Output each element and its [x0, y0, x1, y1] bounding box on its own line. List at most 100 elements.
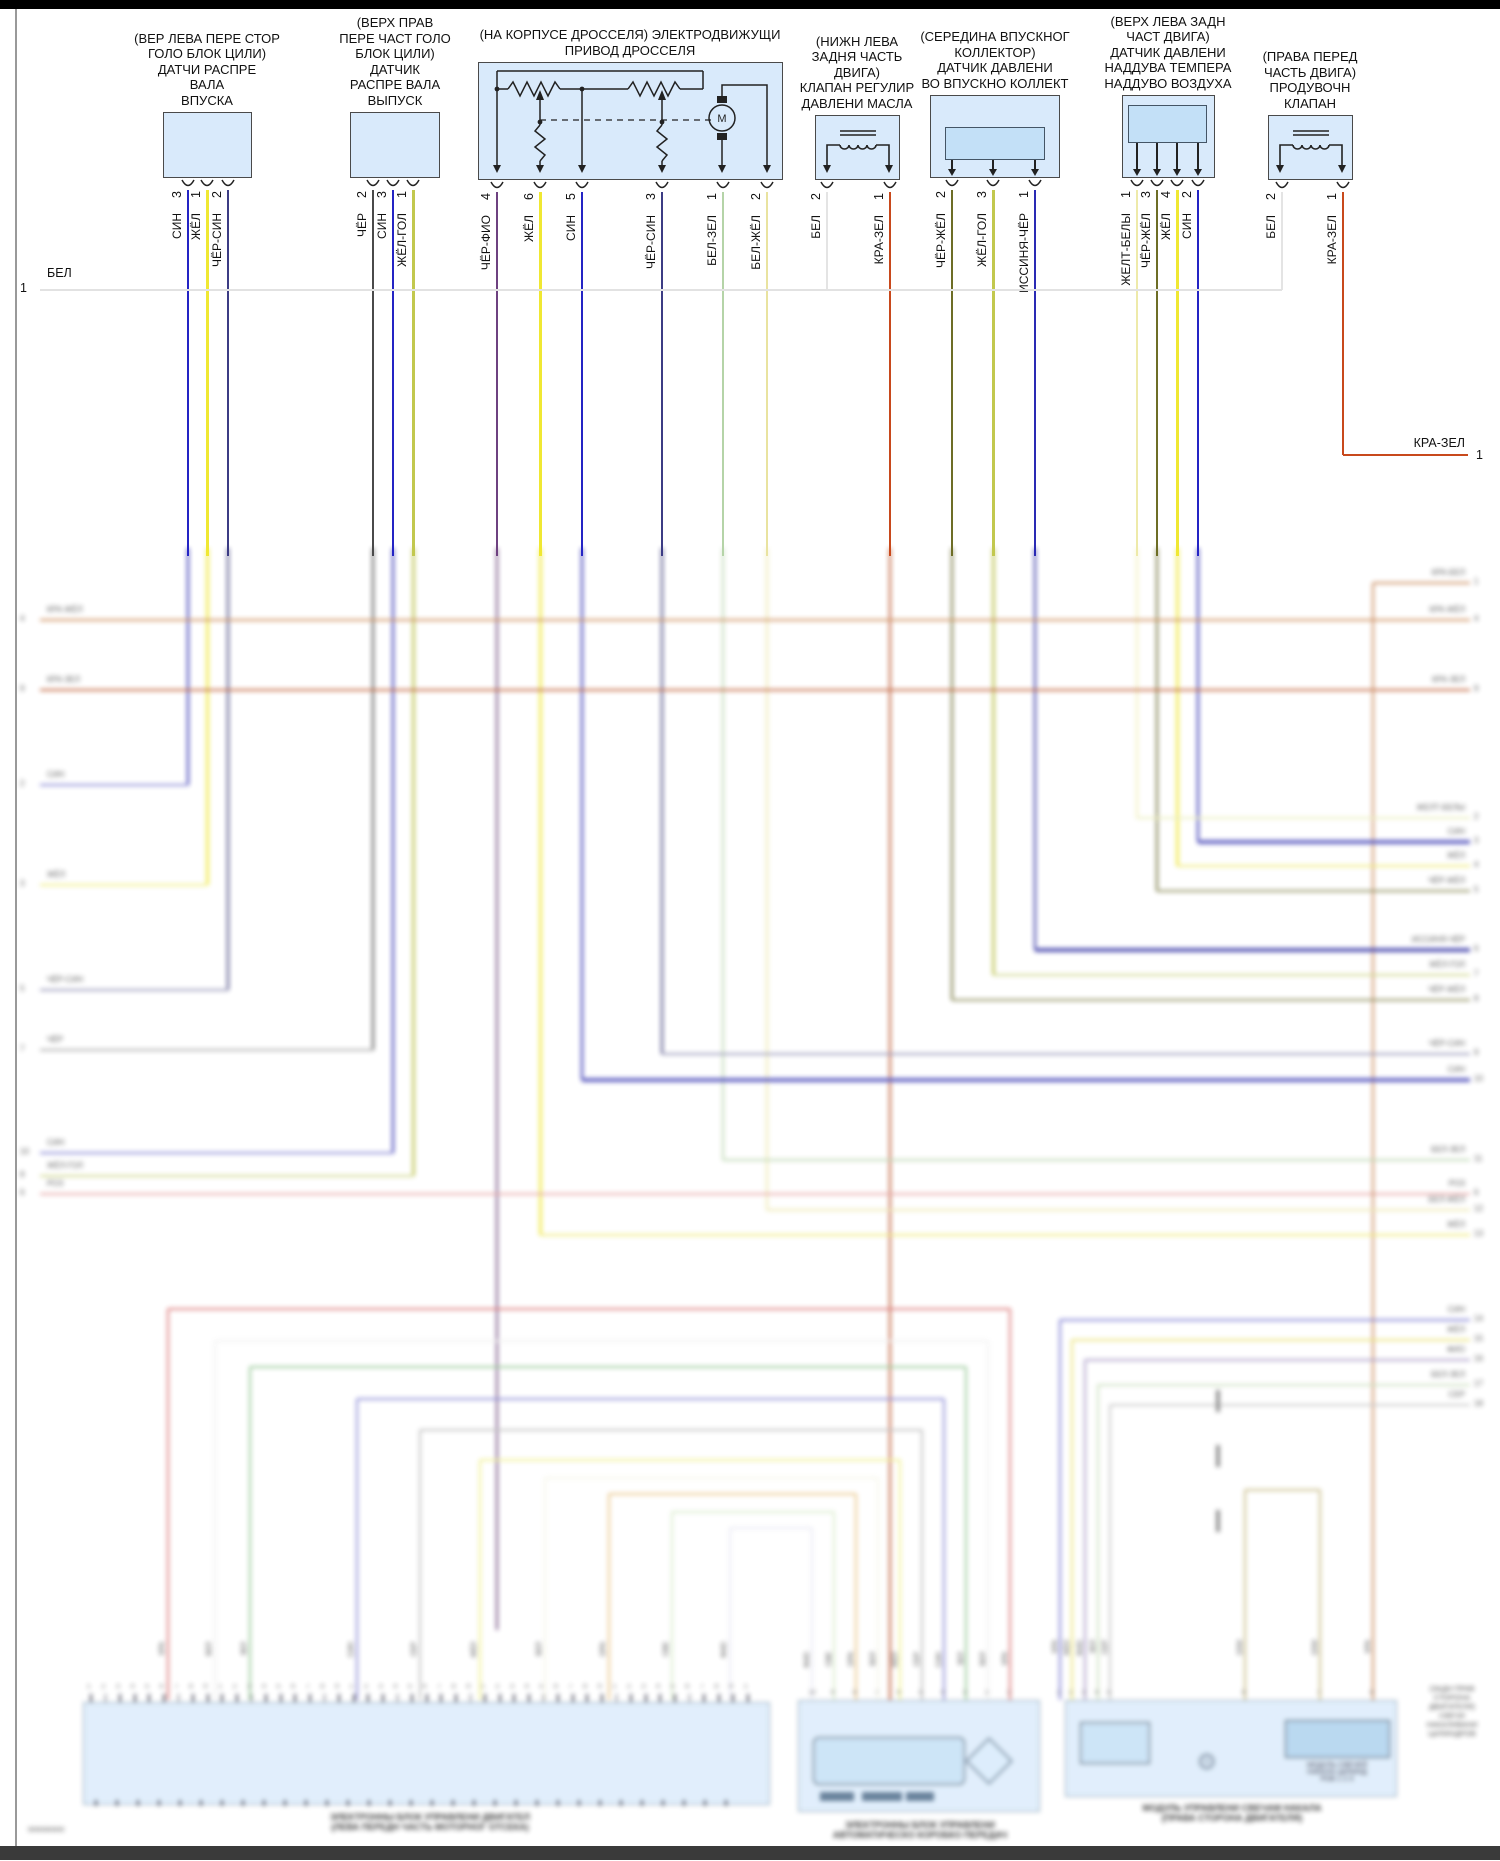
row-number: 15	[1474, 1334, 1483, 1343]
bundle-wire	[810, 1528, 814, 1700]
connector-pin-arc-icon	[655, 181, 669, 189]
pin-number: 5	[276, 1684, 281, 1690]
connector-pin-arc-icon	[490, 181, 504, 189]
wire-vertical	[391, 190, 395, 556]
row-number: 2	[20, 779, 25, 788]
connector-pin-arc-icon	[820, 181, 834, 189]
wire-branch	[1083, 1360, 1087, 1700]
component-header: (ВЕРХ ЛЕВА ЗАДН ЧАСТ ДВИГА) ДАТЧИК ДАВЛЕ…	[1104, 13, 1232, 91]
pin-number: 4	[393, 1684, 397, 1690]
pin-tick	[659, 1694, 662, 1702]
wire-branch	[1108, 1405, 1112, 1700]
wire-vertical	[950, 190, 954, 556]
wire-vertical-blurred	[888, 548, 892, 1700]
pin-tick	[578, 1800, 580, 1806]
wire-color-label: ЖЁЛ	[522, 215, 536, 242]
connector-pin-arc-icon	[386, 179, 400, 187]
pin-number: 5	[919, 1690, 923, 1696]
wire-vertical	[888, 192, 892, 556]
row-label: СИН	[1447, 1065, 1465, 1074]
pin-number: 3	[641, 1684, 646, 1690]
connector-pin-arc-icon	[406, 179, 420, 187]
wire-vertical-blurred	[391, 548, 395, 1153]
component-box	[163, 112, 252, 178]
wire-vertical	[1175, 190, 1179, 556]
bundle-wire	[832, 1512, 836, 1700]
row-label: КРА-ЖЁЛ	[47, 605, 83, 614]
wire-vertical	[991, 190, 995, 556]
pin-tick	[305, 1800, 307, 1806]
row-number: 6	[1474, 1188, 1479, 1197]
pin-tick	[104, 1694, 107, 1702]
staple-wire	[1318, 1490, 1322, 1700]
connector-pin-arc-icon	[1028, 179, 1042, 187]
bus-row	[1137, 816, 1470, 820]
pin-number: 9	[729, 1684, 733, 1690]
pin-tick	[137, 1800, 139, 1806]
bus-row	[540, 1233, 1470, 1237]
wire-color-label: ЧЁР-ФИО	[479, 215, 493, 271]
row-label: КРА-ЗЕЛ	[47, 675, 80, 684]
pin-number: 2	[934, 191, 948, 198]
pin-number: 2	[210, 191, 224, 198]
pin-tick	[133, 1694, 136, 1702]
pin-number: 3	[975, 191, 989, 198]
component-box	[478, 62, 783, 180]
pin-number: 3	[510, 1684, 514, 1690]
pin-number: 9	[598, 1684, 602, 1690]
pin-tick	[326, 1800, 328, 1806]
row-number: 4	[1474, 860, 1479, 869]
noise-mark	[1216, 1510, 1220, 1532]
row-number: 14	[1474, 1314, 1483, 1323]
pin-number: 2	[1264, 193, 1278, 200]
bus-row	[40, 688, 1470, 692]
pin-number: 1	[1007, 1690, 1011, 1696]
module-sub-caption: МОДУЛЬ СВЕЧЕЙ НАКАЛА ЦИЛИНД РОВ 1·2·3	[1306, 1762, 1368, 1783]
pin-tick	[236, 1694, 238, 1702]
pin-number: 8	[714, 1684, 719, 1690]
bus-row	[40, 883, 207, 887]
bus-row	[1373, 581, 1470, 585]
pin-number: 7	[875, 1690, 879, 1696]
wire-vertical-blurred	[411, 548, 415, 1176]
wire-color-label: ЧЁР-СИН	[644, 215, 658, 269]
pin-tick	[90, 1694, 92, 1702]
row-number: 5	[20, 984, 25, 993]
wire-vertical-blurred	[991, 548, 995, 975]
bundle-wire	[355, 1399, 359, 1700]
pin-tick	[158, 1800, 160, 1806]
pin-number: 6	[554, 1684, 558, 1690]
wire-color-label: ЧЁР-ЖЁЛ	[1139, 213, 1153, 268]
glow-module-inner-box-right	[1285, 1720, 1390, 1758]
connector-caption: ЭЛЕКТРОННЫ БЛОК УПРАВЛЕНИ ДВИГАТЕЛ (ЛЕВА…	[330, 1812, 530, 1832]
row-number: 9	[1474, 1048, 1479, 1057]
component-header: (НИЖН ЛЕВА ЗАДНЯ ЧАСТЬ ДВИГА) КЛАПАН РЕГ…	[799, 33, 915, 111]
pin-tick	[309, 1694, 311, 1702]
wire-vertical-blurred	[950, 548, 954, 1000]
row-label: КРА-ЖЁЛ	[1429, 605, 1465, 614]
pin-tick	[688, 1694, 691, 1702]
row-label: ЧЁР-СИН	[1429, 1039, 1465, 1048]
pin-number: 9	[335, 1684, 339, 1690]
pin-tick	[116, 1800, 118, 1806]
pin-tick	[557, 1800, 559, 1806]
bus-row	[1098, 1383, 1470, 1387]
text-smudge	[820, 1792, 854, 1801]
pin-number: 1	[1325, 193, 1339, 200]
pin-number: 7	[437, 1684, 441, 1690]
pin-tick	[630, 1694, 632, 1702]
connector-pin-arc-icon	[760, 181, 774, 189]
wire-vertical	[765, 192, 769, 556]
sensor-inner-box	[945, 127, 1045, 160]
row-number: 3	[20, 879, 25, 888]
row-label: ЖЁЛ	[47, 870, 65, 879]
pin-tick	[440, 1694, 443, 1702]
bundle-wire	[543, 1478, 547, 1700]
wire-color-label: ИССИНЯ-ЧЁР	[1017, 213, 1031, 293]
noise-mark	[1216, 1390, 1220, 1412]
pin-tick	[515, 1800, 517, 1806]
wire-color-label: СИН	[564, 215, 578, 241]
sensor-pin-lead	[951, 160, 953, 169]
